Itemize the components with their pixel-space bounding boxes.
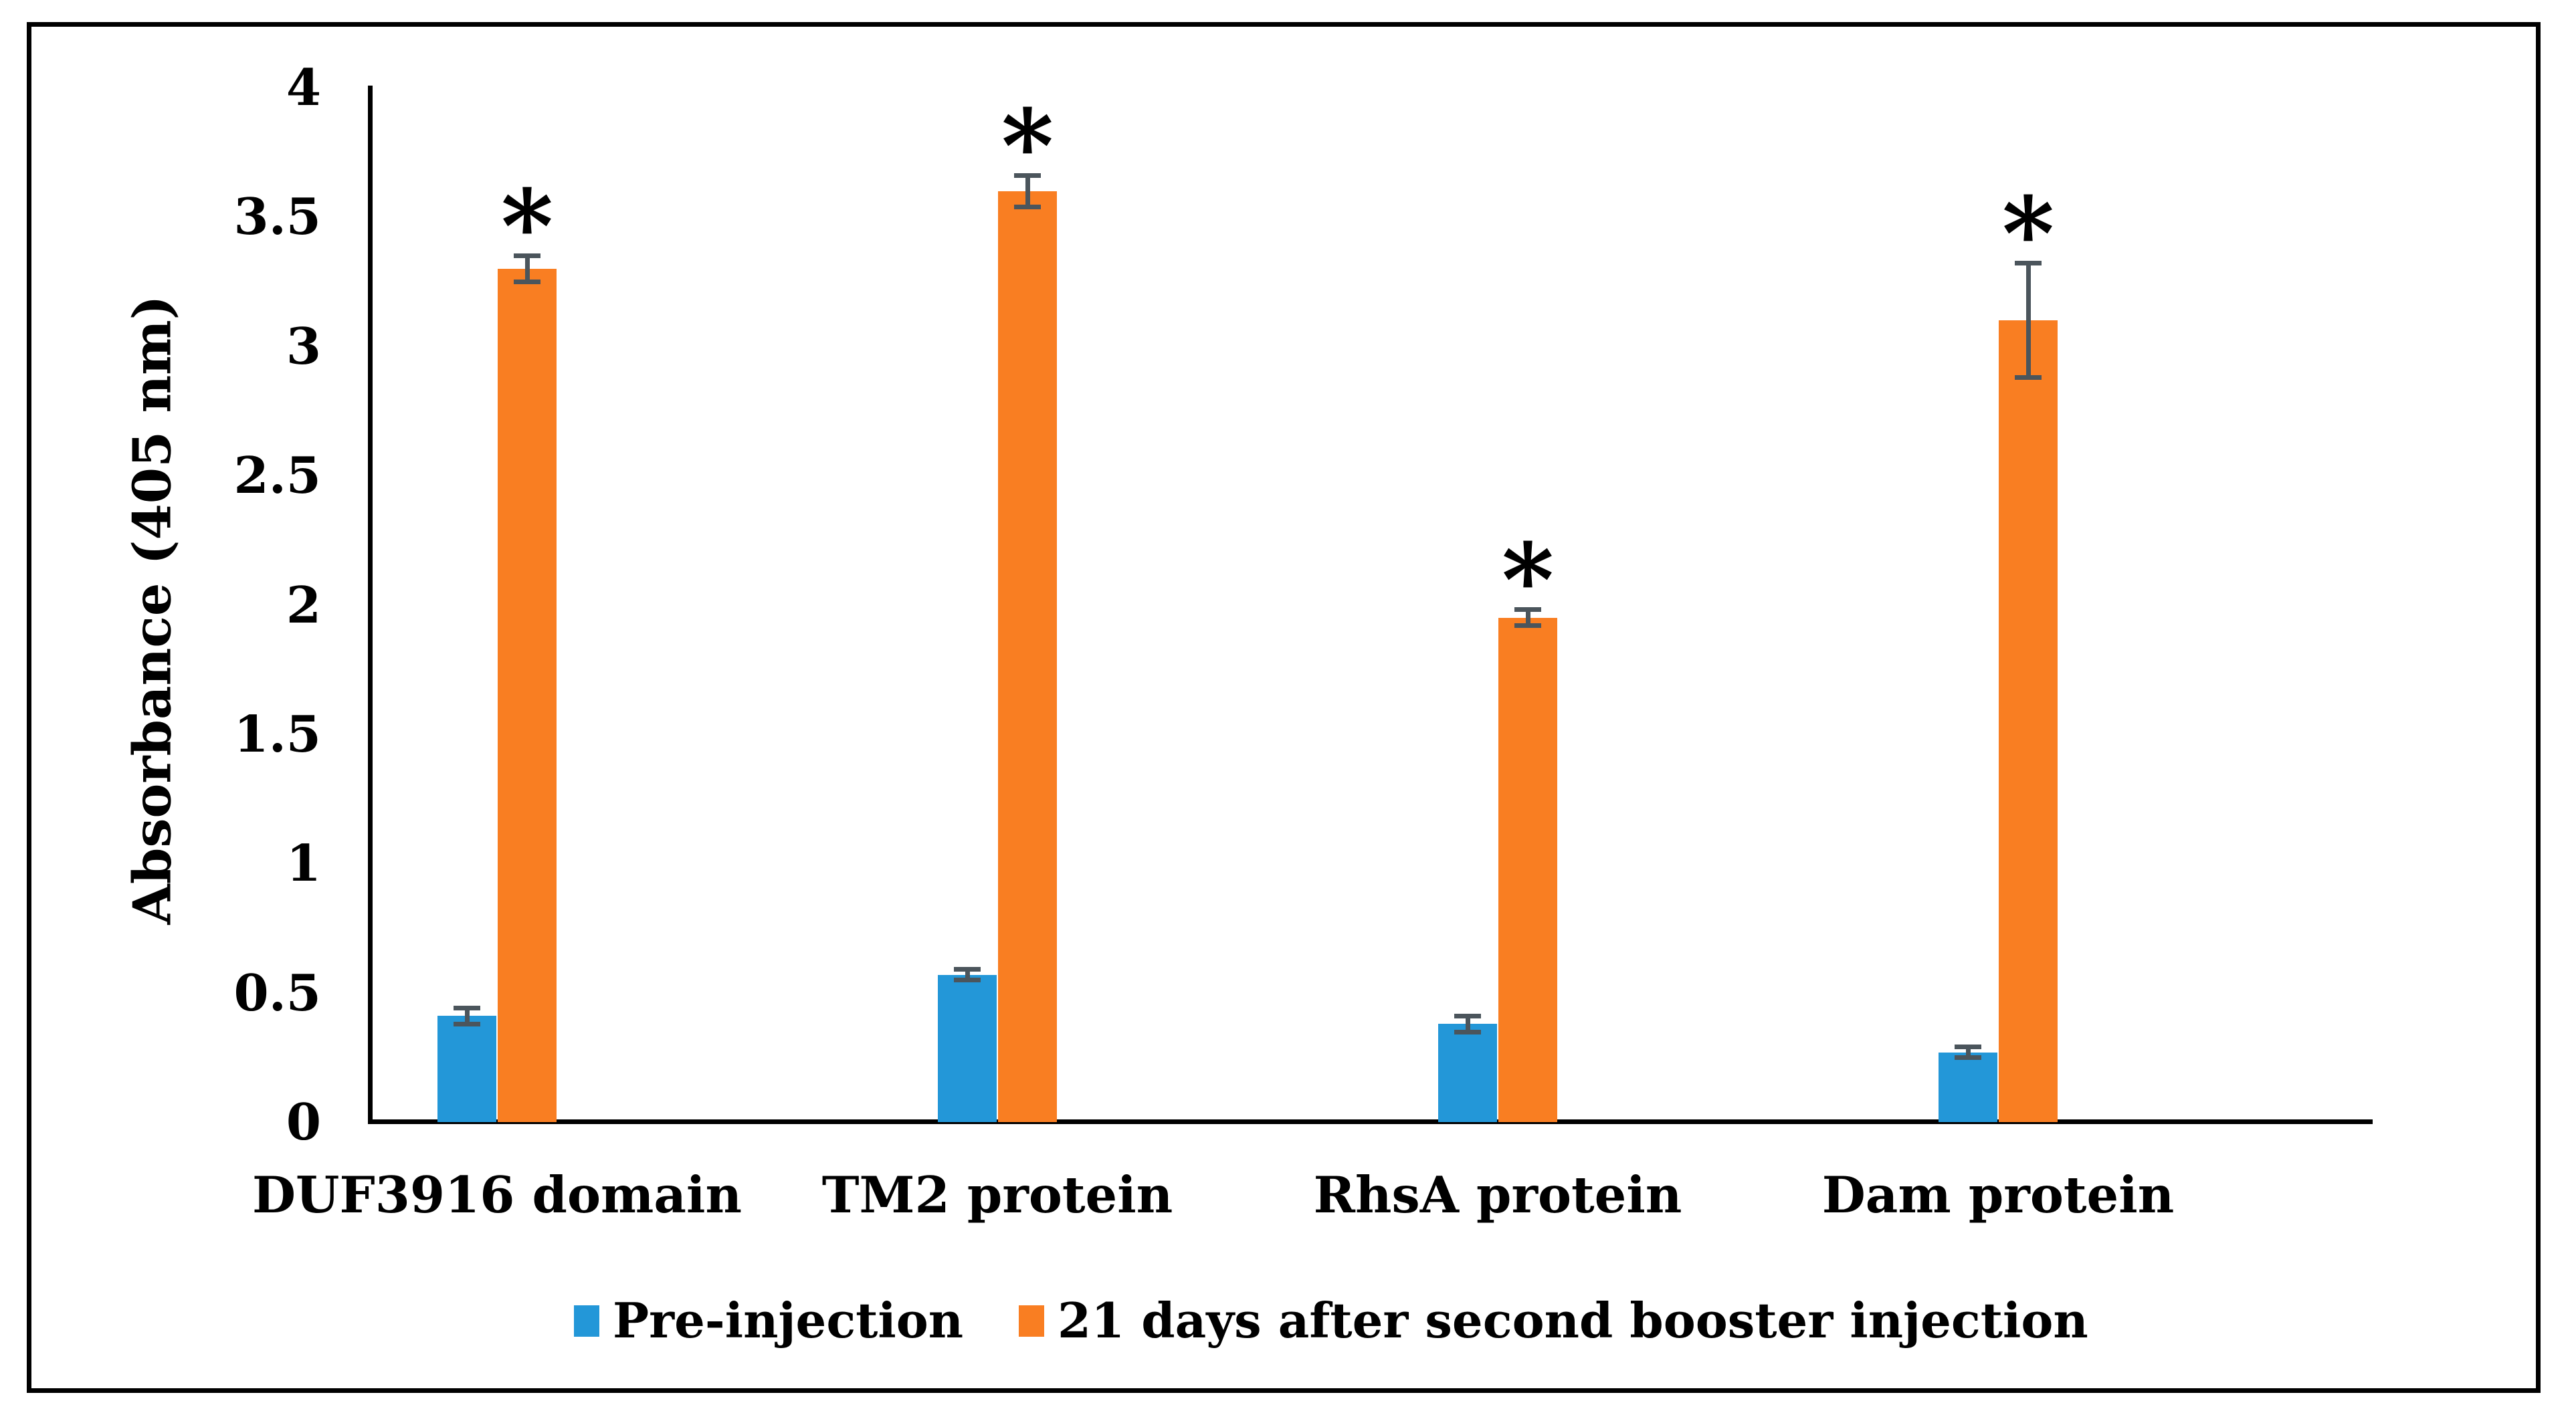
error-bar-cap-top xyxy=(514,253,540,258)
error-bar-stem xyxy=(2025,261,2031,380)
error-bar-cap-top xyxy=(2015,261,2042,266)
y-axis-line xyxy=(368,86,373,1124)
error-bar-cap-bottom xyxy=(1454,1029,1481,1034)
legend-item-pre-injection: Pre-injection xyxy=(574,1292,964,1349)
bar-post-booster xyxy=(1999,320,2058,1122)
error-bar-cap-top xyxy=(1454,1013,1481,1018)
error-bar-stem xyxy=(1525,607,1530,629)
error-bar-stem xyxy=(1965,1044,1971,1061)
error-bar xyxy=(1454,1013,1481,1034)
error-bar-cap-bottom xyxy=(454,1021,480,1026)
legend-swatch-21-days-after xyxy=(1019,1305,1044,1337)
significance-asterisk: * xyxy=(2001,175,2055,294)
error-bar-cap-bottom xyxy=(1955,1055,1981,1061)
error-bar-cap-top xyxy=(454,1005,480,1010)
error-bar-cap-bottom xyxy=(514,279,540,284)
error-bar-cap-bottom xyxy=(1514,623,1541,629)
error-bar-cap-bottom xyxy=(2015,375,2042,380)
y-tick-label: 3 xyxy=(286,316,321,376)
error-bar xyxy=(1955,1044,1981,1061)
legend-item-21-days-after: 21 days after second booster injection xyxy=(1019,1292,2088,1349)
error-bar xyxy=(514,253,540,284)
legend-label-pre-injection: Pre-injection xyxy=(613,1292,964,1349)
error-bar-cap-top xyxy=(1014,173,1041,178)
bar-pre-injection xyxy=(437,1016,496,1122)
legend-label-21-days-after: 21 days after second booster injection xyxy=(1058,1292,2088,1349)
error-bar-stem xyxy=(524,253,530,284)
error-bar-stem xyxy=(965,966,970,983)
error-bar-cap-bottom xyxy=(954,978,981,983)
y-tick-label: 2 xyxy=(286,575,321,635)
bar-post-booster xyxy=(998,191,1057,1122)
error-bar-cap-top xyxy=(954,966,981,972)
error-bar xyxy=(954,966,981,983)
figure-border xyxy=(27,22,2541,1393)
significance-asterisk: * xyxy=(500,167,554,286)
x-category-label: TM2 protein xyxy=(821,1166,1173,1224)
error-bar xyxy=(2015,261,2042,380)
error-bar-stem xyxy=(464,1005,470,1026)
y-tick-label: 4 xyxy=(286,58,321,117)
error-bar xyxy=(1514,607,1541,629)
y-tick-label: 0.5 xyxy=(233,963,321,1022)
error-bar xyxy=(1014,173,1041,209)
bar-post-booster xyxy=(498,268,557,1122)
y-tick-label: 1 xyxy=(286,834,321,893)
error-bar xyxy=(454,1005,480,1026)
bar-pre-injection xyxy=(938,974,997,1122)
error-bar-cap-top xyxy=(1514,607,1541,613)
y-tick-label: 0 xyxy=(286,1093,321,1152)
bar-post-booster xyxy=(1498,617,1557,1122)
error-bar-cap-top xyxy=(1955,1044,1981,1049)
bar-pre-injection xyxy=(1438,1024,1497,1122)
x-category-label: DUF3916 domain xyxy=(252,1166,742,1224)
error-bar-cap-bottom xyxy=(1014,204,1041,209)
legend-swatch-pre-injection xyxy=(574,1305,599,1337)
error-bar-stem xyxy=(1465,1013,1470,1034)
x-category-label: RhsA protein xyxy=(1313,1166,1682,1224)
y-tick-label: 3.5 xyxy=(233,187,321,247)
significance-asterisk: * xyxy=(1001,87,1054,205)
x-axis-line xyxy=(368,1119,2373,1124)
x-category-label: Dam protein xyxy=(1821,1166,2175,1224)
y-tick-label: 1.5 xyxy=(233,704,321,764)
y-tick-label: 2.5 xyxy=(233,446,321,506)
bar-pre-injection xyxy=(1939,1052,1997,1122)
significance-asterisk: * xyxy=(1501,522,1555,640)
error-bar-stem xyxy=(1025,173,1030,209)
